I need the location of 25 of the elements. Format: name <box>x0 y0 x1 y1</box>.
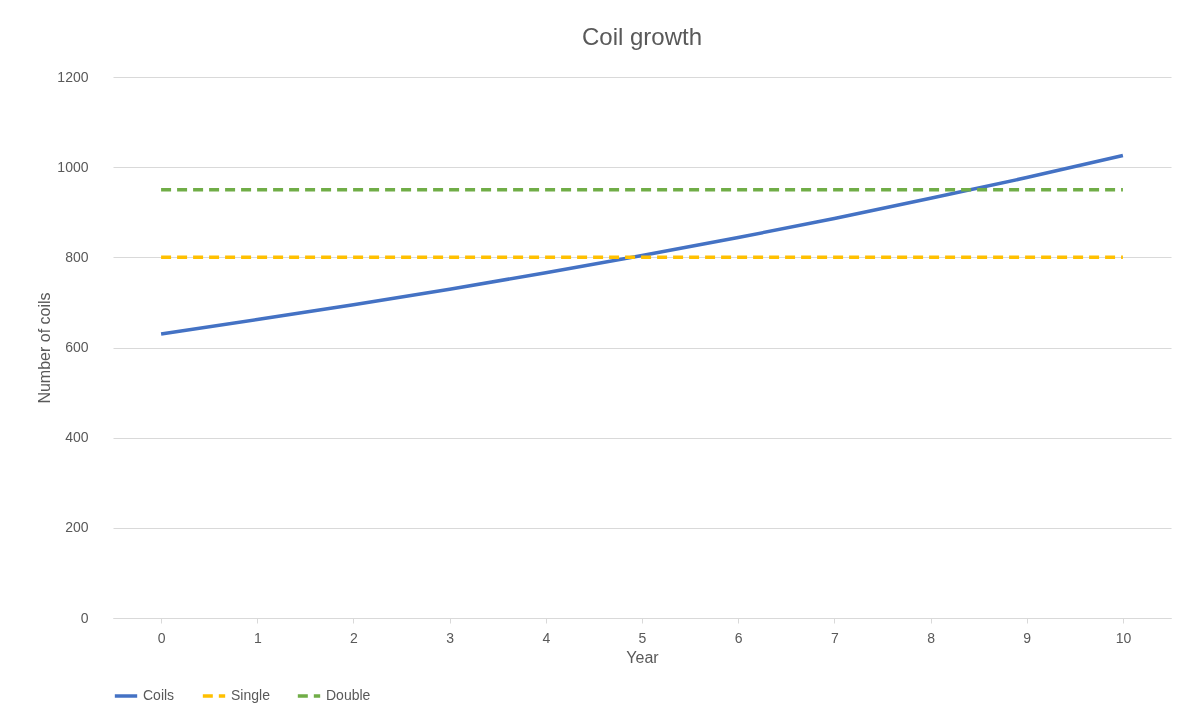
x-tick-label: 9 <box>1023 629 1032 646</box>
x-tick-label: 7 <box>830 629 839 646</box>
x-tick-label: 5 <box>638 629 647 646</box>
y-tick-label: 800 <box>65 248 89 265</box>
line-series <box>159 153 1125 336</box>
x-tick-label: 1 <box>253 629 262 646</box>
x-tick-label: 0 <box>157 629 166 646</box>
y-axis-title: Number of coils <box>36 292 54 404</box>
x-tick-label: 4 <box>542 629 551 646</box>
x-tick-label: 3 <box>446 629 455 646</box>
legend-label: Double <box>326 687 371 703</box>
x-tick-label: 8 <box>927 629 936 646</box>
y-tick-label: 1200 <box>57 68 89 85</box>
legend-label: Single <box>231 687 271 703</box>
y-tick-label: 400 <box>65 429 89 446</box>
y-tick-label: 0 <box>80 609 89 626</box>
y-tick-label: 200 <box>65 519 89 536</box>
y-tick-label: 600 <box>65 339 89 355</box>
legend-label: Coils <box>143 687 175 703</box>
y-tick-label: 1000 <box>57 158 89 175</box>
x-tick-label: 6 <box>734 629 743 646</box>
x-tick-label: 2 <box>350 629 359 646</box>
chart-title: Coil growth <box>581 23 703 50</box>
x-tick-label: 10 <box>1115 629 1132 646</box>
x-axis-title: Year <box>626 648 660 666</box>
